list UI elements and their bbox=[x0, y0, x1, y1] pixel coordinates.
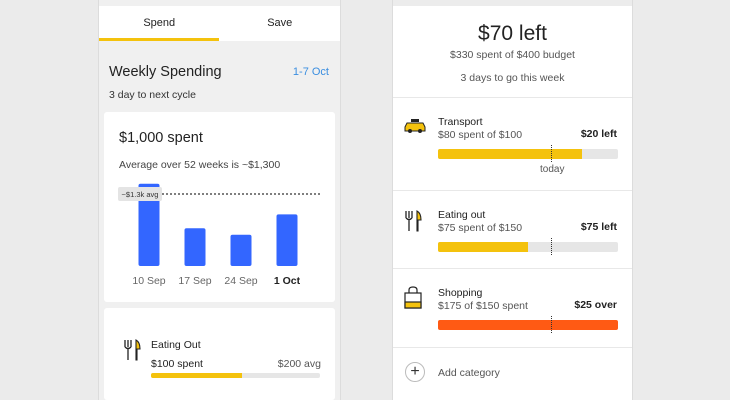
chart-bar[interactable] bbox=[230, 234, 252, 266]
budget-summary: $330 spent of $400 budget bbox=[450, 49, 575, 61]
eating-out-spent: $100 spent bbox=[151, 358, 203, 370]
chart-tick-label: 1 Oct bbox=[274, 275, 301, 287]
category-remaining: $75 left bbox=[580, 221, 617, 233]
average-label: ~$1.3k avg bbox=[122, 190, 159, 199]
category-progress-fill bbox=[438, 320, 618, 330]
category-detail: $75 spent of $150 bbox=[438, 222, 523, 234]
category-progress bbox=[438, 149, 618, 159]
average-label-bg bbox=[118, 187, 162, 201]
category-detail: $80 spent of $100 bbox=[438, 129, 523, 141]
category-progress-fill bbox=[438, 149, 582, 159]
tab-save[interactable]: Save bbox=[267, 17, 293, 29]
weekly-summary-card: $1,000 spent Average over 52 weeks is ~$… bbox=[104, 112, 335, 302]
spending-screen: Spend Save Weekly Spending 1-7 Oct 3 day… bbox=[98, 0, 341, 400]
chart-tick-label: 17 Sep bbox=[178, 275, 211, 287]
category-name: Shopping bbox=[438, 287, 483, 299]
fork-knife-icon bbox=[405, 210, 422, 232]
date-range-link[interactable]: 1-7 Oct bbox=[292, 66, 329, 78]
today-label: today bbox=[540, 164, 565, 175]
chart-bar[interactable] bbox=[184, 228, 206, 266]
cycle-countdown: 3 day to next cycle bbox=[109, 89, 196, 101]
shopping-bag-icon bbox=[404, 286, 422, 309]
tab-spend[interactable]: Spend bbox=[143, 17, 176, 29]
eating-out-title: Eating Out bbox=[151, 339, 201, 351]
budget-screen: $70 left $330 spent of $400 budget 3 day… bbox=[392, 0, 633, 400]
category-row-eating-out[interactable]: Eating out $75 spent of $150 $75 left bbox=[393, 190, 632, 268]
category-progress bbox=[438, 242, 618, 252]
days-remaining: 3 days to go this week bbox=[460, 72, 565, 84]
fork-knife-icon bbox=[124, 339, 141, 361]
category-progress bbox=[438, 320, 618, 330]
category-row-shopping[interactable]: Shopping $175 of $150 spent $25 over bbox=[393, 268, 632, 347]
page-title: Weekly Spending bbox=[109, 64, 222, 80]
category-name: Eating out bbox=[438, 209, 486, 221]
today-marker bbox=[551, 316, 553, 333]
category-progress-fill bbox=[438, 242, 528, 252]
category-name: Transport bbox=[438, 116, 483, 128]
chart-tick-label: 10 Sep bbox=[132, 275, 165, 287]
today-marker bbox=[551, 238, 553, 255]
amount-left: $70 left bbox=[478, 22, 547, 45]
total-spent: $1,000 spent bbox=[119, 130, 203, 146]
category-over: $25 over bbox=[574, 299, 617, 311]
category-remaining: $20 left bbox=[580, 128, 617, 140]
today-marker bbox=[551, 145, 553, 162]
plus-icon: + bbox=[405, 362, 425, 382]
eating-out-card[interactable]: Eating Out $100 spent $200 avg bbox=[104, 308, 335, 400]
add-category-label: Add category bbox=[438, 367, 500, 379]
top-strip bbox=[393, 0, 632, 6]
eating-out-progress bbox=[151, 373, 320, 378]
tab-bar: Spend Save bbox=[99, 6, 340, 41]
category-row-transport[interactable]: Transport $80 spent of $100 $20 left tod… bbox=[393, 97, 632, 190]
active-tab-indicator bbox=[99, 38, 219, 41]
weekly-bar-chart: 10 Sep 17 Sep 24 Sep 1 Oct ~$1.3k avg bbox=[118, 183, 320, 287]
chart-bar[interactable] bbox=[138, 183, 160, 266]
add-category-button[interactable]: + Add category bbox=[393, 347, 632, 400]
eating-out-avg: $200 avg bbox=[277, 358, 321, 370]
category-detail: $175 of $150 spent bbox=[438, 300, 528, 312]
chart-tick-label: 24 Sep bbox=[224, 275, 257, 287]
chart-bar[interactable] bbox=[276, 214, 298, 266]
eating-out-progress-fill bbox=[151, 373, 243, 378]
average-text: Average over 52 weeks is ~$1,300 bbox=[119, 159, 281, 171]
taxi-icon bbox=[404, 119, 426, 133]
